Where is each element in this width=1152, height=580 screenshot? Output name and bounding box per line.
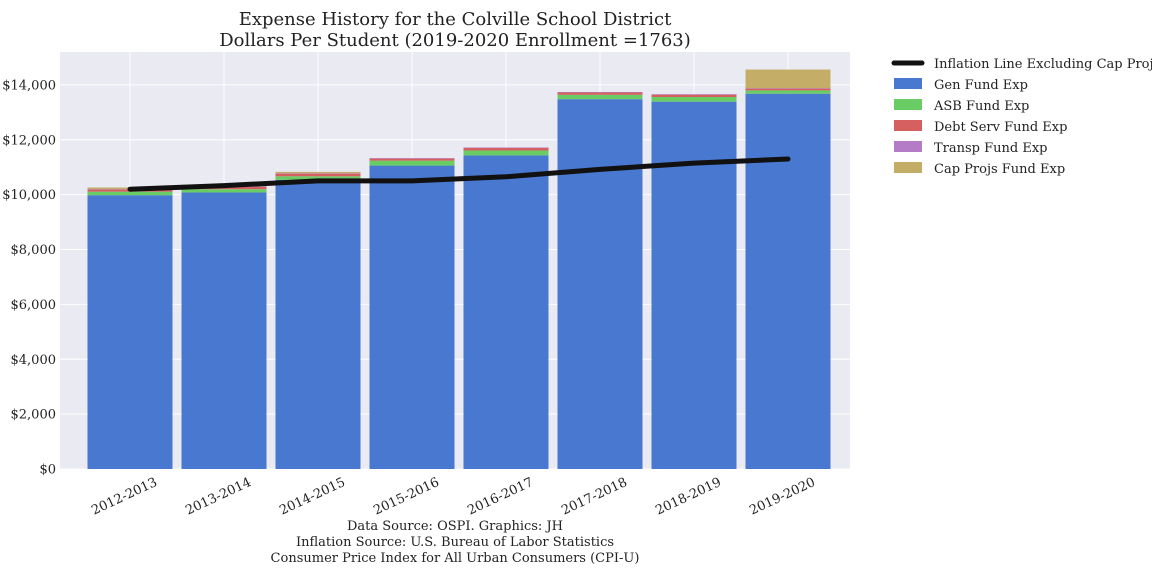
bar-segment-asb-fund-exp-2014-2015 [275, 176, 361, 180]
bar-segment-debt-serv-fund-exp-2018-2019 [651, 94, 737, 97]
y-tick-label: $8,000 [11, 243, 57, 258]
bar-segment-debt-serv-fund-exp-2016-2017 [463, 147, 549, 151]
bar-segment-gen-fund-exp-2019-2020 [745, 93, 831, 469]
y-tick-label: $0 [39, 463, 56, 478]
bar-segment-debt-serv-fund-exp-2014-2015 [275, 173, 361, 177]
bar-layer [87, 69, 831, 470]
legend-label-transp-fund: Transp Fund Exp [934, 141, 1048, 156]
legend: Inflation Line Excluding Cap Projs Gen F… [891, 57, 1152, 177]
legend-swatch-gen-fund [894, 78, 922, 89]
bar-segment-asb-fund-exp-2012-2013 [87, 191, 173, 196]
legend-swatch-transp-fund [894, 141, 922, 152]
legend-swatch-debt-serv-fund [894, 120, 922, 131]
bar-segment-transp-fund-exp-2014-2015 [275, 173, 361, 174]
bar-segment-transp-fund-exp-2019-2020 [745, 88, 831, 89]
source-note-2: Inflation Source: U.S. Bureau of Labor S… [296, 535, 614, 550]
inflation-line-layer [127, 156, 791, 192]
bar-segment-debt-serv-fund-exp-2017-2018 [557, 92, 643, 95]
x-tick-label: 2019-2020 [747, 475, 817, 518]
bar-segment-debt-serv-fund-exp-2015-2016 [369, 158, 455, 161]
x-tick-labels: 2012-2013 2013-2014 2014-2015 2015-2016 2016… [89, 475, 817, 518]
y-tick-label: $2,000 [11, 408, 57, 423]
y-tick-label: $14,000 [2, 78, 56, 93]
bar-segment-asb-fund-exp-2016-2017 [463, 150, 549, 156]
legend-label-debt-serv-fund: Debt Serv Fund Exp [934, 120, 1067, 135]
source-note-1: Data Source: OSPI. Graphics: JH [347, 519, 563, 534]
y-tick-label: $4,000 [11, 353, 57, 368]
bar-segment-asb-fund-exp-2013-2014 [181, 189, 267, 193]
bar-segment-gen-fund-exp-2018-2019 [651, 101, 737, 470]
bar-segment-cap-projs-fund-exp-2019-2020 [745, 69, 831, 89]
x-tick-label: 2018-2019 [653, 475, 723, 518]
legend-label-gen-fund: Gen Fund Exp [934, 78, 1028, 93]
x-tick-label: 2014-2015 [277, 475, 347, 518]
bar-segment-transp-fund-exp-2017-2018 [557, 92, 643, 93]
bar-segment-asb-fund-exp-2019-2020 [745, 90, 831, 94]
bar-segment-gen-fund-exp-2013-2014 [181, 192, 267, 469]
legend-label-asb-fund: ASB Fund Exp [933, 99, 1029, 114]
legend-swatch-asb-fund [894, 99, 922, 110]
bar-segment-asb-fund-exp-2018-2019 [651, 96, 737, 102]
legend-swatch-cap-projs-fund [894, 162, 922, 173]
bar-segment-gen-fund-exp-2017-2018 [557, 99, 643, 470]
chart-title-line-2: Dollars Per Student (2019-2020 Enrollmen… [219, 30, 691, 51]
bar-segment-cap-projs-fund-exp-2014-2015 [275, 171, 361, 174]
x-tick-label: 2017-2018 [559, 475, 629, 518]
x-tick-label: 2016-2017 [465, 475, 535, 518]
y-tick-label: $6,000 [11, 298, 57, 313]
y-tick-labels: $0 $2,000 $4,000 $6,000 $8,000 $10,000 $12,000… [2, 78, 56, 477]
bar-segment-gen-fund-exp-2016-2017 [463, 155, 549, 469]
inflation-line [127, 156, 791, 192]
x-tick-label: 2015-2016 [371, 475, 441, 518]
bar-segment-transp-fund-exp-2015-2016 [369, 158, 455, 159]
bar-segment-debt-serv-fund-exp-2019-2020 [745, 88, 831, 91]
x-tick-label: 2013-2014 [183, 475, 253, 518]
legend-label-cap-projs-fund: Cap Projs Fund Exp [934, 162, 1065, 177]
chart-title-line-1: Expense History for the Colville School … [239, 9, 672, 30]
bar-segment-gen-fund-exp-2015-2016 [369, 165, 455, 469]
bar-segment-gen-fund-exp-2012-2013 [87, 195, 173, 469]
y-tick-label: $12,000 [2, 133, 56, 148]
source-note-3: Consumer Price Index for All Urban Consu… [271, 551, 640, 566]
bar-segment-asb-fund-exp-2015-2016 [369, 160, 455, 166]
y-tick-label: $10,000 [2, 188, 56, 203]
bar-segment-transp-fund-exp-2016-2017 [463, 147, 549, 148]
bar-segment-transp-fund-exp-2018-2019 [651, 94, 737, 95]
bar-segment-gen-fund-exp-2014-2015 [275, 179, 361, 469]
bar-segment-asb-fund-exp-2017-2018 [557, 94, 643, 100]
x-tick-label: 2012-2013 [89, 475, 159, 518]
legend-label-inflation-line: Inflation Line Excluding Cap Projs [934, 57, 1152, 72]
